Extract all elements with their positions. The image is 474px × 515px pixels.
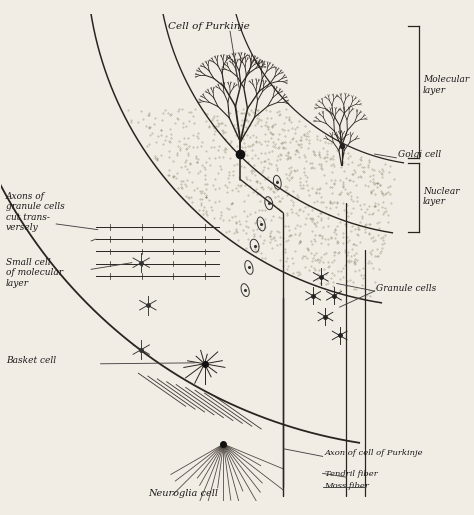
Text: Tendril fiber: Tendril fiber [325, 470, 377, 477]
Text: Axons of
granule cells
cut trans-
versely: Axons of granule cells cut trans- versel… [6, 192, 65, 232]
Text: Nuclear
layer: Nuclear layer [423, 187, 459, 207]
Text: Cell of Purkinje: Cell of Purkinje [168, 22, 250, 31]
Text: Axon of cell of Purkinje: Axon of cell of Purkinje [325, 449, 423, 457]
Text: Neuroglia cell: Neuroglia cell [148, 489, 218, 497]
Text: Molecular
layer: Molecular layer [423, 75, 469, 95]
Text: Moss fiber: Moss fiber [325, 482, 369, 490]
Text: Golgi cell: Golgi cell [398, 150, 441, 160]
Text: Small cell
of molecular
layer: Small cell of molecular layer [6, 258, 63, 288]
Text: Basket cell: Basket cell [6, 356, 56, 366]
Text: Granule cells: Granule cells [376, 284, 437, 293]
